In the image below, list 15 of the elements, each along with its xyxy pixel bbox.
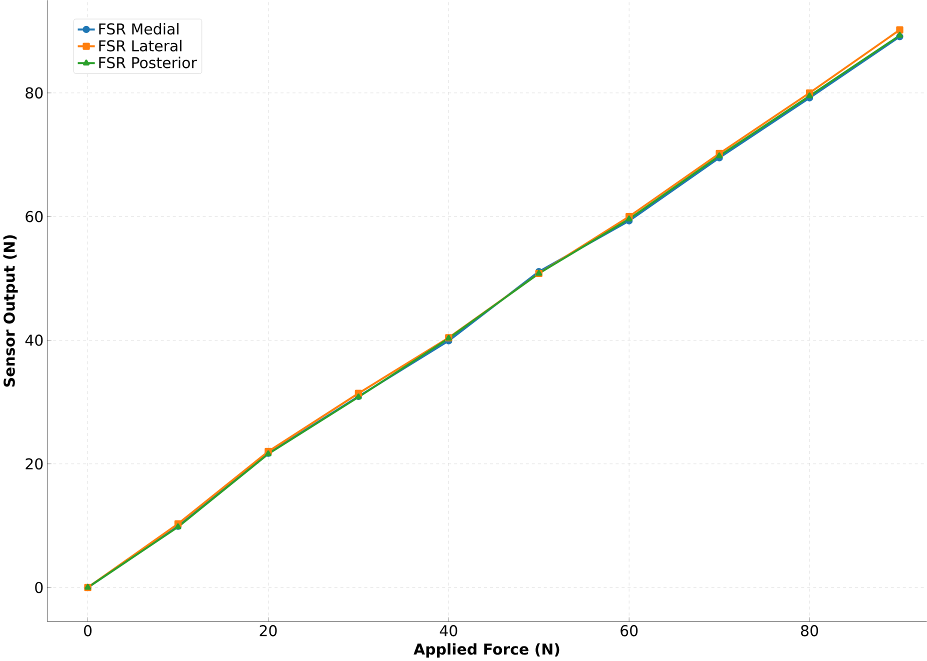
y-axis-title: Sensor Output (N) [3,235,18,387]
x-tick-label: 60 [620,625,638,636]
x-tick-label: 0 [84,625,92,636]
y-tick-label: 0 [35,582,43,594]
y-tick-label: 60 [26,210,43,222]
y-tick-label: 80 [26,87,43,99]
x-axis-title: Applied Force (N) [414,643,560,658]
legend-label: FSR Lateral [99,40,182,52]
legend-label: FSR Posterior [99,56,197,68]
x-tick-label: 40 [440,625,458,636]
y-tick-label: 40 [25,334,43,346]
legend-label: FSR Medial [99,23,178,35]
x-tick-label: 80 [801,625,818,636]
y-tick-label: 20 [26,458,43,470]
x-tick-label: 20 [260,625,277,636]
